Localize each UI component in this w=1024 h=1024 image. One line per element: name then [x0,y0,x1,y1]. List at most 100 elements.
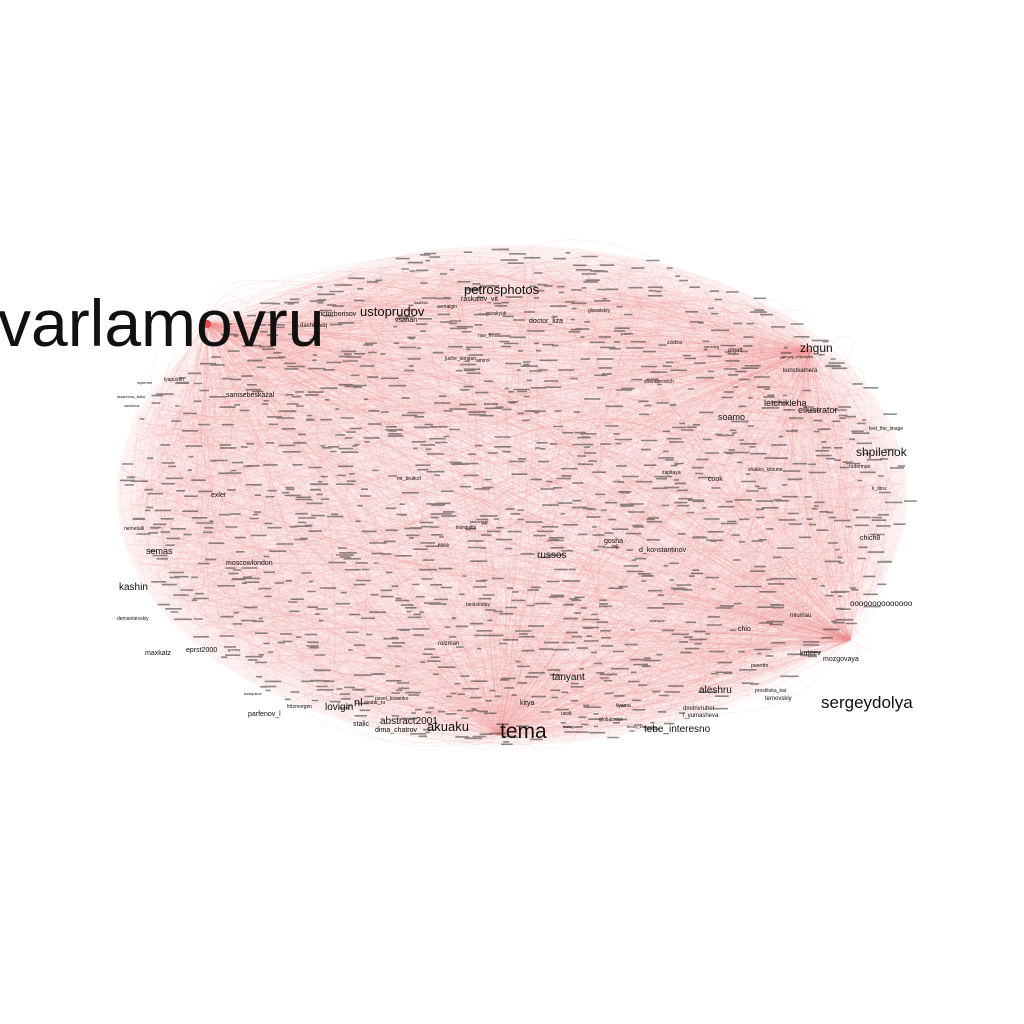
node-label-zapitaya: zapitaya [662,470,681,476]
node-label-moscowlondon: moscowlondon [226,560,273,567]
node-label-patelin: patelin [621,331,633,336]
node-label-sergeydolya: sergeydolya [821,693,913,712]
node-label-glavatskiy: glavatskiy [588,308,610,314]
node-label-miumau: miumau [790,613,811,619]
node-label-jaskorevel: jaskorevel [469,519,488,524]
node-label-kunstkamera: kunstkamera [783,368,818,374]
node-label-ustoprudov: ustoprudov [360,304,425,319]
node-label-amirol: amirol [476,358,490,364]
node-label-olgatt: olgatt [728,348,743,354]
node-label-avatar-ru: avatar_ru [364,700,385,706]
node-label-gorney: gorney [228,647,240,652]
node-label-varlamovru: varlamovru [0,286,324,360]
node-label-tranquilla: tranquilla [456,525,477,531]
node-label-mjl: mjl [612,544,618,550]
node-label-ttikkk: ttikkk [438,543,450,549]
hub-node-varlamovru [203,320,211,328]
node-label-ellustrator: ellustrator [798,405,838,415]
node-label-maxkatz: maxkatz [145,650,172,657]
node-label-zzebra: zzebra [667,340,682,346]
minor-node-labels [119,248,917,746]
node-label-loytemer: loytemer [137,380,153,385]
node-label-shakko-kitsune: shakko_kitsune [748,467,783,473]
node-label-victorborisov: victorborisov [317,311,357,318]
node-labels: varlamovru tema sergeydolya petrosphotos… [0,282,913,743]
node-label-radulova: radulova [124,403,140,408]
node-label-mozgovaya: mozgovaya [823,656,859,663]
node-label-kitya: kitya [520,700,535,707]
node-label-balonka: balonka [484,401,499,406]
node-label-becky: becky_kris [627,724,646,729]
node-label-nl: nl [354,697,363,709]
node-label-o000: oooooooooooooo [850,599,913,608]
node-label-kostyukov: kostyukov [244,691,262,696]
node-label-lyapustin: lyapustin [164,377,184,383]
node-label-juche-songun: juche_songun [444,356,476,362]
node-label-semas: semas [146,546,173,556]
node-label-chich8: chich8 [860,535,880,542]
node-label-zhgun: zhgun [800,341,833,355]
node-label-avmalgin: avmalgin [437,304,457,310]
node-label-kashin: kashin [119,582,148,593]
node-label-samoleg: samoleg [704,344,719,349]
node-label-russos: russos [537,550,566,561]
node-label-d-konstantinov: d_konstantinov [639,547,687,554]
node-label-gosha: gosha [604,538,623,545]
node-label-tanyant: tanyant [552,672,585,683]
node-label-mrbrutkof: mr_brutkof [397,476,422,482]
node-label-dashkeviq: dashkeviq [300,323,327,329]
node-label-raskalov-vit: raskalov_vit [461,296,498,303]
node-label-tema: tema [500,720,547,743]
node-label-lazarevna: lazarevna_talka [117,394,146,399]
node-label-markpon: markpon [650,618,666,623]
node-label-ruderman: ruderman [849,464,871,470]
node-label-demantievskiy: demantievskiy [117,616,149,622]
node-label-pavel-kosenko: pavel_kosenko [375,696,409,702]
node-label-shpilenok: shpilenok [856,445,908,459]
node-label-k-titov: k_titov [872,486,887,492]
node-label-sergey-mikheyev: sergey_mikheyev [782,354,813,359]
node-label-rolzman: rolzman [438,641,459,647]
node-label-exler: exler [211,492,227,499]
node-label-cook: cook [708,476,723,483]
node-label-dmitrivrubel: dmitrivrubel [683,706,714,712]
node-label-parfenov-l: parfenov_l [248,711,281,718]
node-label-fritzmorgen: fritzmorgen [287,704,312,710]
node-label-aleshru: aleshru [699,685,732,696]
node-label-nemetalk: nemetalk [124,526,145,532]
node-label-pbabr: pbabr [602,371,613,376]
node-label-temovskiy: temovskiy [765,696,792,702]
node-label-chio: chio [738,626,751,633]
node-label-stalic: stalic [353,721,369,728]
node-label-nav-in: nav_in [478,333,493,339]
node-label-bestsloday: bestsloday [466,602,490,608]
node-label-ilyarna: ilyarna [616,703,631,709]
minor-label-specks [119,248,917,746]
node-label-eprst2000: eprst2000 [186,647,217,654]
node-label-kashhin: kashhin [414,300,428,305]
node-label-doctor-liza: doctor_liza [529,318,563,325]
node-label-tebe-interesno: tebe_interesno [644,724,711,735]
node-label-globalmice: globalmice [599,717,623,723]
node-label-usolt: usolt [561,711,572,717]
node-label-puerrtto: puerrtto [751,663,768,669]
node-label-nina: nina [880,456,888,461]
node-label-prostituka-kat: prostituka_kat [755,688,787,694]
node-label-babaysasin: babaysasin [563,724,583,729]
node-label-petrosphotos: petrosphotos [464,282,540,297]
node-label-feel-the-image: feel_the_image [869,426,903,432]
node-label-l-yumasheva: l_yumasheva [683,713,719,719]
node-label-akuaku: akuaku [427,719,469,734]
node-label-lovigin: lovigin [325,702,353,713]
node-label-shenderovich: shenderovich [644,379,674,385]
node-label-dima-chatrov: dima_chatrov [375,727,418,734]
node-label-vsafian: vsafian [395,317,417,324]
node-label-abstract2001: abstract2001 [380,716,438,727]
node-label-kuteev: kuteev [800,650,821,657]
node-label-gurakyuk: gurakyuk [486,311,507,317]
node-label-samsebeskazal: samsebeskazal [226,392,275,399]
edge-cloud [117,245,907,745]
node-label-soamo: soamo [718,412,745,422]
node-label-letchikleha: letchikleha [764,398,807,408]
